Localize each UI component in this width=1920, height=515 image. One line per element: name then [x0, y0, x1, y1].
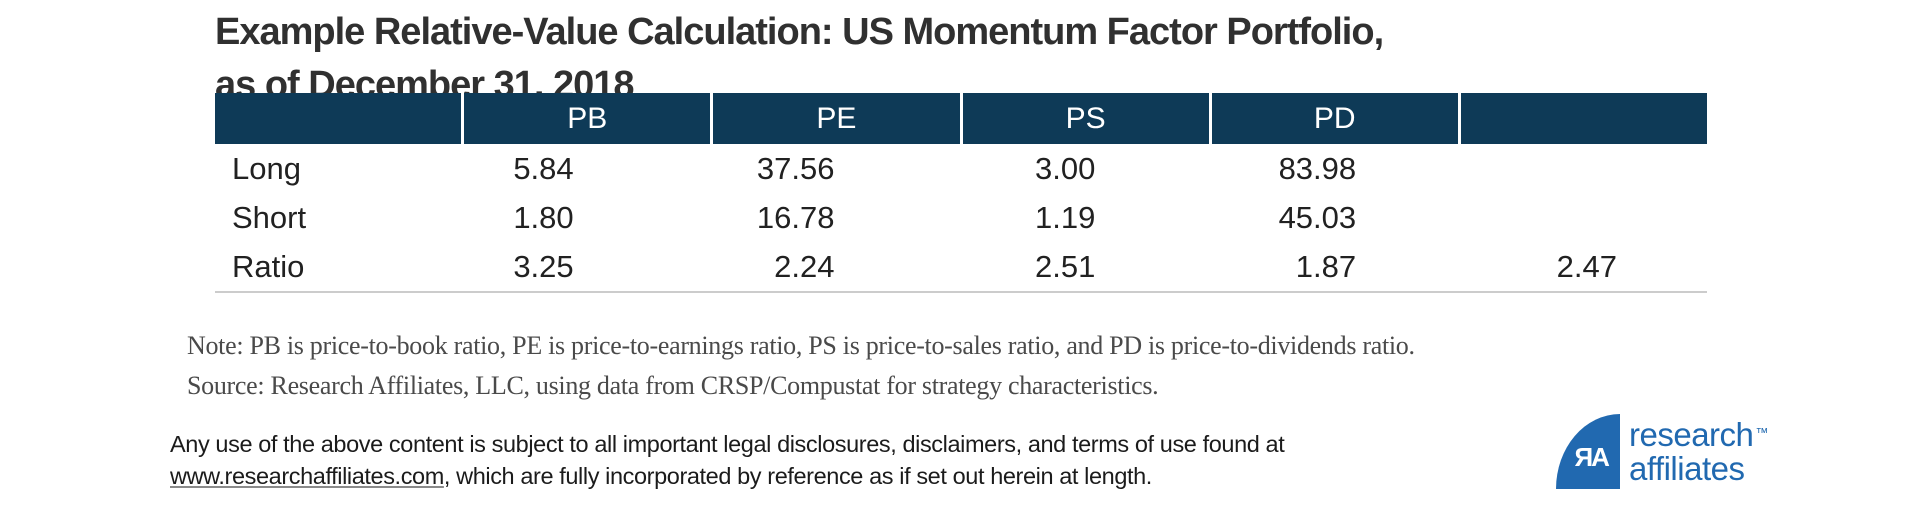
row-label-short: Short: [232, 199, 307, 235]
cell-short-ps: 1.19: [1034, 199, 1096, 235]
table-row-ratio: Ratio 3.25 2.24 2.51 1.87 2.47: [215, 242, 1707, 291]
cell-short-pd: 45.03: [1278, 199, 1357, 235]
ra-monogram: ЯA: [1574, 442, 1609, 472]
table-header-row: PB PE PS PD: [215, 93, 1708, 144]
column-header-pb: PB: [461, 93, 711, 144]
figure-title: Example Relative-Value Calculation: US M…: [215, 6, 1384, 112]
cell-short-pe: 16.78: [756, 199, 835, 235]
legal-disclaimer: Any use of the above content is subject …: [170, 428, 1285, 492]
cell-long-pb: 5.84: [513, 150, 574, 186]
cell-ratio-ps: 2.51: [1034, 248, 1096, 284]
relative-value-table: PB PE PS PD Long 5.84 37.56 3.00 83.98 S…: [215, 93, 1708, 293]
table-body: Long 5.84 37.56 3.00 83.98 Short 1.80 16…: [215, 144, 1707, 293]
legal-link[interactable]: www.researchaffiliates.com: [170, 463, 444, 489]
research-affiliates-logo: ЯA research ™ affiliates: [1556, 414, 1768, 489]
row-label-ratio: Ratio: [232, 248, 305, 284]
row-label-long: Long: [232, 150, 301, 186]
logo-wordmark: research ™ affiliates: [1629, 414, 1768, 486]
table-row-short: Short 1.80 16.78 1.19 45.03: [215, 193, 1707, 242]
ra-logo-mark: ЯA: [1556, 414, 1620, 489]
cell-short-pb: 1.80: [513, 199, 574, 235]
legal-after-link: , which are fully incorporated by refere…: [443, 463, 1152, 489]
figure-title-line1: Example Relative-Value Calculation: US M…: [215, 11, 1384, 53]
column-header-blank-left: [215, 93, 462, 144]
cell-short-overall: [1446, 193, 1707, 242]
column-header-pe: PE: [710, 93, 960, 144]
column-header-ps: PS: [959, 93, 1209, 144]
logo-wordmark-line2: affiliates: [1629, 450, 1745, 487]
cell-ratio-pd: 1.87: [1295, 248, 1357, 284]
column-header-blank-right: [1457, 93, 1708, 144]
logo-wordmark-line1: research ™: [1629, 416, 1768, 453]
table-row-long: Long 5.84 37.56 3.00 83.98: [215, 144, 1707, 193]
cell-ratio-pe: 2.24: [774, 248, 835, 284]
cell-ratio-overall: 2.47: [1556, 248, 1617, 284]
note-text: Note: PB is price-to-book ratio, PE is p…: [187, 331, 1415, 360]
trademark-symbol: ™: [1755, 425, 1768, 440]
cell-long-pd: 83.98: [1278, 150, 1357, 186]
cell-long-ps: 3.00: [1034, 150, 1096, 186]
cell-ratio-pb: 3.25: [513, 248, 574, 284]
column-header-pd: PD: [1208, 93, 1458, 144]
cell-long-overall: [1446, 144, 1707, 193]
legal-line1: Any use of the above content is subject …: [170, 431, 1285, 457]
cell-long-pe: 37.56: [756, 150, 835, 186]
source-text: Source: Research Affiliates, LLC, using …: [187, 371, 1159, 400]
